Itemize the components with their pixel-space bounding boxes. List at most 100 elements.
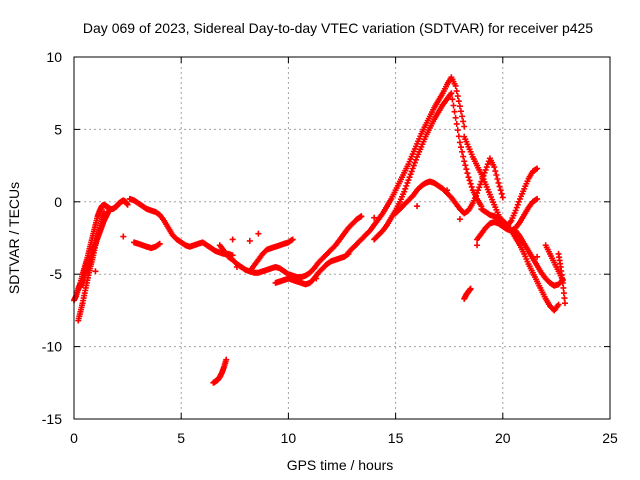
data-point (534, 195, 541, 202)
data-point-fill (457, 144, 464, 151)
data-point (499, 194, 506, 201)
data-point (401, 188, 408, 195)
data-point (452, 114, 459, 121)
axis-ticks (73, 56, 611, 420)
y-tick-label: 0 (54, 194, 62, 210)
data-point-fill (460, 153, 467, 160)
y-tick-label: -10 (42, 339, 62, 355)
data-point-fill (560, 290, 567, 297)
data-point (456, 139, 463, 146)
data-point (559, 279, 566, 286)
x-tick-label: 0 (70, 430, 78, 446)
data-point-fill (451, 108, 458, 115)
data-point (512, 207, 519, 214)
data-point-fill (477, 181, 484, 188)
data-point-fill (497, 187, 504, 194)
x-axis-label: GPS time / hours (287, 457, 394, 473)
data-point-fill (493, 172, 500, 179)
data-point (474, 242, 481, 249)
y-tick-label: -5 (50, 266, 63, 282)
data-point-fill (455, 98, 462, 105)
data-point-fill (453, 120, 460, 127)
data-point-fill (496, 183, 503, 190)
data-point-fill (404, 179, 411, 186)
data-point-fill (466, 177, 473, 184)
data-point-fill (468, 183, 475, 190)
y-tick-label: -15 (42, 411, 62, 427)
data-point-fill (492, 168, 499, 175)
x-tick-label: 15 (388, 430, 404, 446)
data-point (156, 240, 163, 247)
data-point (409, 165, 416, 172)
data-point (452, 82, 459, 89)
data-point-fill (406, 174, 413, 181)
data-point (491, 164, 498, 171)
data-point (107, 206, 114, 213)
data-point-fill (498, 190, 505, 197)
data-point-fill (454, 93, 461, 100)
data-points (71, 74, 568, 386)
chart-title: Day 069 of 2023, Sidereal Day-to-day VTE… (83, 20, 593, 36)
y-axis-label: SDTVAR / TECUs (6, 182, 22, 294)
data-point-fill (494, 175, 501, 182)
data-point-fill (514, 201, 521, 208)
data-point-fill (402, 185, 409, 192)
data-point-fill (457, 108, 464, 115)
data-point (92, 268, 99, 275)
data-point-fill (484, 161, 491, 168)
data-point-fill (455, 133, 462, 140)
data-point-fill (410, 162, 417, 169)
data-point-fill (453, 88, 460, 95)
data-point (414, 203, 421, 210)
x-tick-label: 20 (495, 430, 511, 446)
y-tick-label: 5 (54, 121, 62, 137)
data-point-fill (462, 162, 469, 169)
data-point (482, 166, 489, 173)
data-point-fill (560, 284, 567, 291)
data-point (495, 179, 502, 186)
data-point (444, 187, 451, 194)
data-point-fill (513, 204, 520, 211)
data-point (448, 90, 455, 97)
data-point (124, 201, 131, 208)
data-point (233, 263, 240, 270)
y-tick-label: 10 (46, 49, 62, 65)
data-point (255, 230, 262, 237)
x-tick-label: 25 (602, 430, 618, 446)
data-point-fill (454, 127, 461, 134)
data-point (534, 253, 541, 260)
data-point (465, 174, 472, 181)
x-tick-label: 10 (281, 430, 297, 446)
data-point (456, 103, 463, 110)
data-point-fill (408, 168, 415, 175)
data-point (405, 177, 412, 184)
data-point (313, 275, 320, 282)
data-point-fill (464, 170, 471, 177)
data-point-fill (407, 171, 414, 178)
data-point (474, 190, 481, 197)
x-tick-label: 5 (177, 430, 185, 446)
data-point (229, 236, 236, 243)
data-point-fill (412, 156, 419, 163)
data-point-fill (467, 180, 474, 187)
data-point (223, 356, 230, 363)
data-point-fill (460, 118, 467, 125)
plot-frame (73, 56, 611, 420)
data-point-fill (450, 102, 457, 109)
data-point-fill (459, 113, 466, 120)
data-point (358, 213, 365, 220)
data-point (561, 300, 568, 307)
data-point-fill (449, 96, 456, 103)
data-point-fill (515, 198, 522, 205)
data-point-fill (561, 295, 568, 302)
data-point-fill (411, 159, 418, 166)
data-point-fill (403, 182, 410, 189)
data-point (120, 233, 127, 240)
data-point-fill (476, 184, 483, 191)
data-point (456, 216, 463, 223)
data-point (534, 165, 541, 172)
data-point (289, 236, 296, 243)
data-point-fill (483, 164, 490, 171)
data-point-fill (459, 148, 466, 155)
